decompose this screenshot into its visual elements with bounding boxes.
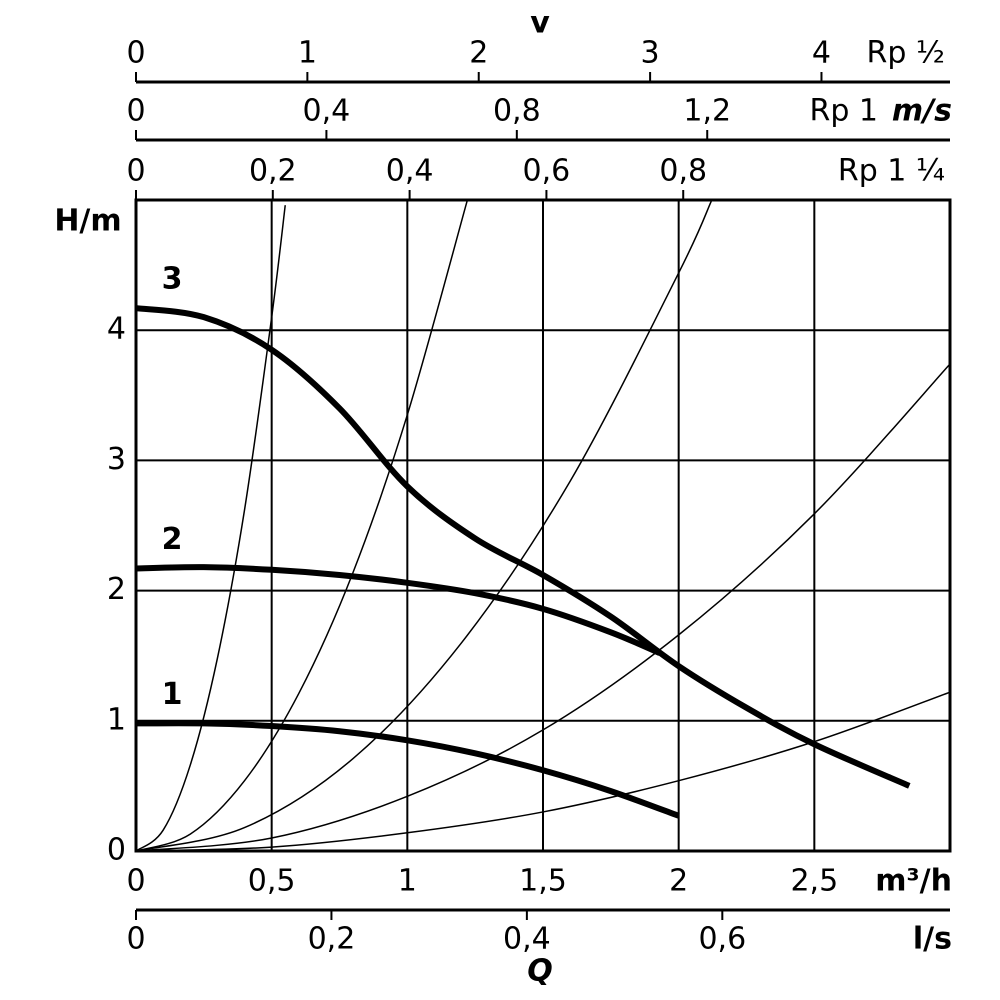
- pump-curve: [136, 720, 680, 819]
- velocity-tick-label: 4: [812, 36, 831, 71]
- x-axis-label: Q: [527, 954, 553, 989]
- pump-curve: [136, 305, 911, 789]
- velocity-title: v: [530, 6, 550, 41]
- y-tick-label: 2: [107, 572, 126, 607]
- x2-tick-label: 0,2: [308, 922, 356, 957]
- velocity-tick-label: 1: [298, 36, 317, 71]
- system-curve: [136, 205, 286, 851]
- x-tick-label: 1: [398, 864, 417, 899]
- velocity-tick-label: 0: [126, 94, 145, 129]
- velocity-tick-label: 0,2: [249, 154, 297, 189]
- x2-unit: l/s: [913, 922, 952, 957]
- velocity-axis-name: Rp 1 ¼: [838, 154, 945, 189]
- series-label: 3: [162, 262, 183, 297]
- velocity-tick-label: 0,4: [386, 154, 434, 189]
- pump-curve: [136, 564, 661, 656]
- y-tick-label: 1: [107, 702, 126, 737]
- x-tick-label: 0,5: [248, 864, 296, 899]
- system-curve: [136, 201, 468, 851]
- velocity-tick-label: 0,8: [493, 94, 541, 129]
- x-tick-label: 2: [669, 864, 688, 899]
- x2-tick-label: 0,6: [698, 922, 746, 957]
- velocity-unit: m/s: [892, 94, 952, 129]
- y-tick-label: 4: [107, 312, 126, 347]
- x2-tick-label: 0,4: [503, 922, 551, 957]
- velocity-axis-name: Rp 1: [809, 94, 878, 129]
- velocity-axis-name: Rp ½: [866, 36, 945, 71]
- velocity-tick-label: 0,6: [523, 154, 571, 189]
- y-tick-label: 3: [107, 442, 126, 477]
- system-curve: [136, 200, 712, 851]
- y-tick-label: 0: [107, 833, 126, 868]
- plot-area: [136, 200, 950, 851]
- velocity-tick-label: 0: [126, 154, 145, 189]
- velocity-tick-label: 0: [126, 36, 145, 71]
- x-tick-label: 0: [126, 864, 145, 899]
- velocity-tick-label: 3: [641, 36, 660, 71]
- x-tick-label: 2,5: [790, 864, 838, 899]
- x-tick-label: 1,5: [519, 864, 567, 899]
- series-label: 1: [162, 677, 183, 712]
- velocity-tick-label: 2: [469, 36, 488, 71]
- x2-tick-label: 0: [126, 922, 145, 957]
- series-label: 2: [162, 522, 183, 557]
- system-curve: [136, 363, 950, 851]
- y-axis-label: H/m: [54, 204, 121, 239]
- velocity-tick-label: 1,2: [683, 94, 731, 129]
- velocity-tick-label: 0,4: [303, 94, 351, 129]
- plot-frame: [134, 198, 952, 853]
- velocity-tick-label: 0,8: [659, 154, 707, 189]
- x-unit: m³/h: [875, 864, 952, 899]
